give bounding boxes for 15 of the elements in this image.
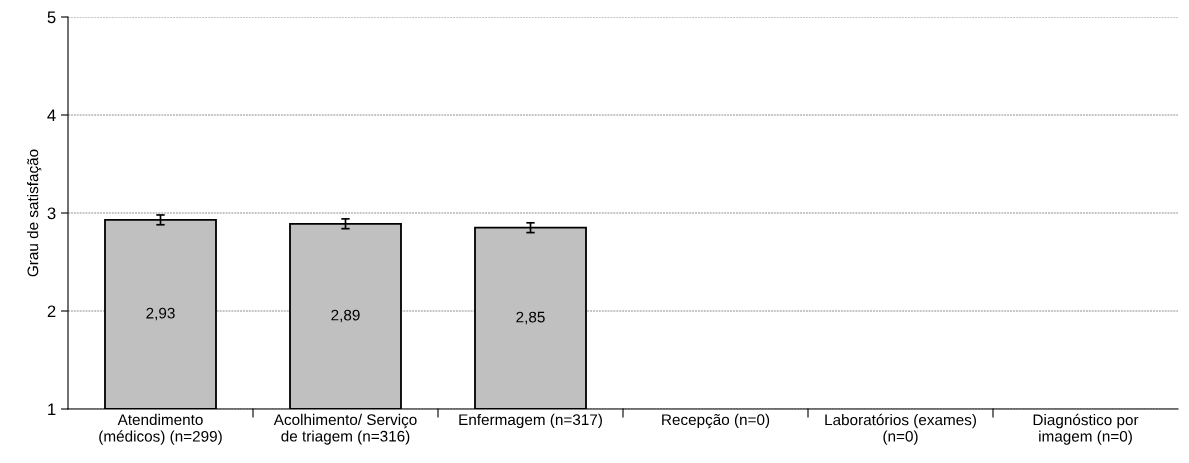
x-tick-label: Acolhimento/ Serviço de triagem (n=316): [273, 413, 417, 445]
y-tick-label: 4: [47, 109, 56, 122]
data-label: 2,85: [516, 311, 545, 325]
x-tick-label: Recepção (n=0): [662, 413, 770, 429]
data-label: 2,89: [331, 309, 360, 323]
x-tick-label: Diagnóstico por imagem (n=0): [1033, 413, 1139, 445]
x-tick-label: Laboratórios (exames) (n=0): [825, 413, 976, 445]
y-tick-label: 2: [47, 305, 56, 318]
data-label: 2,93: [146, 307, 175, 321]
y-axis-title: Grau de satisfação: [27, 149, 42, 277]
x-tick-label: Enfermagem (n=317): [459, 413, 602, 429]
x-tick-label: Atendimento (médicos) (n=299): [99, 413, 222, 445]
y-tick-label: 3: [47, 207, 56, 220]
y-tick-label: 5: [47, 11, 56, 24]
y-tick-label: 1: [48, 403, 56, 416]
